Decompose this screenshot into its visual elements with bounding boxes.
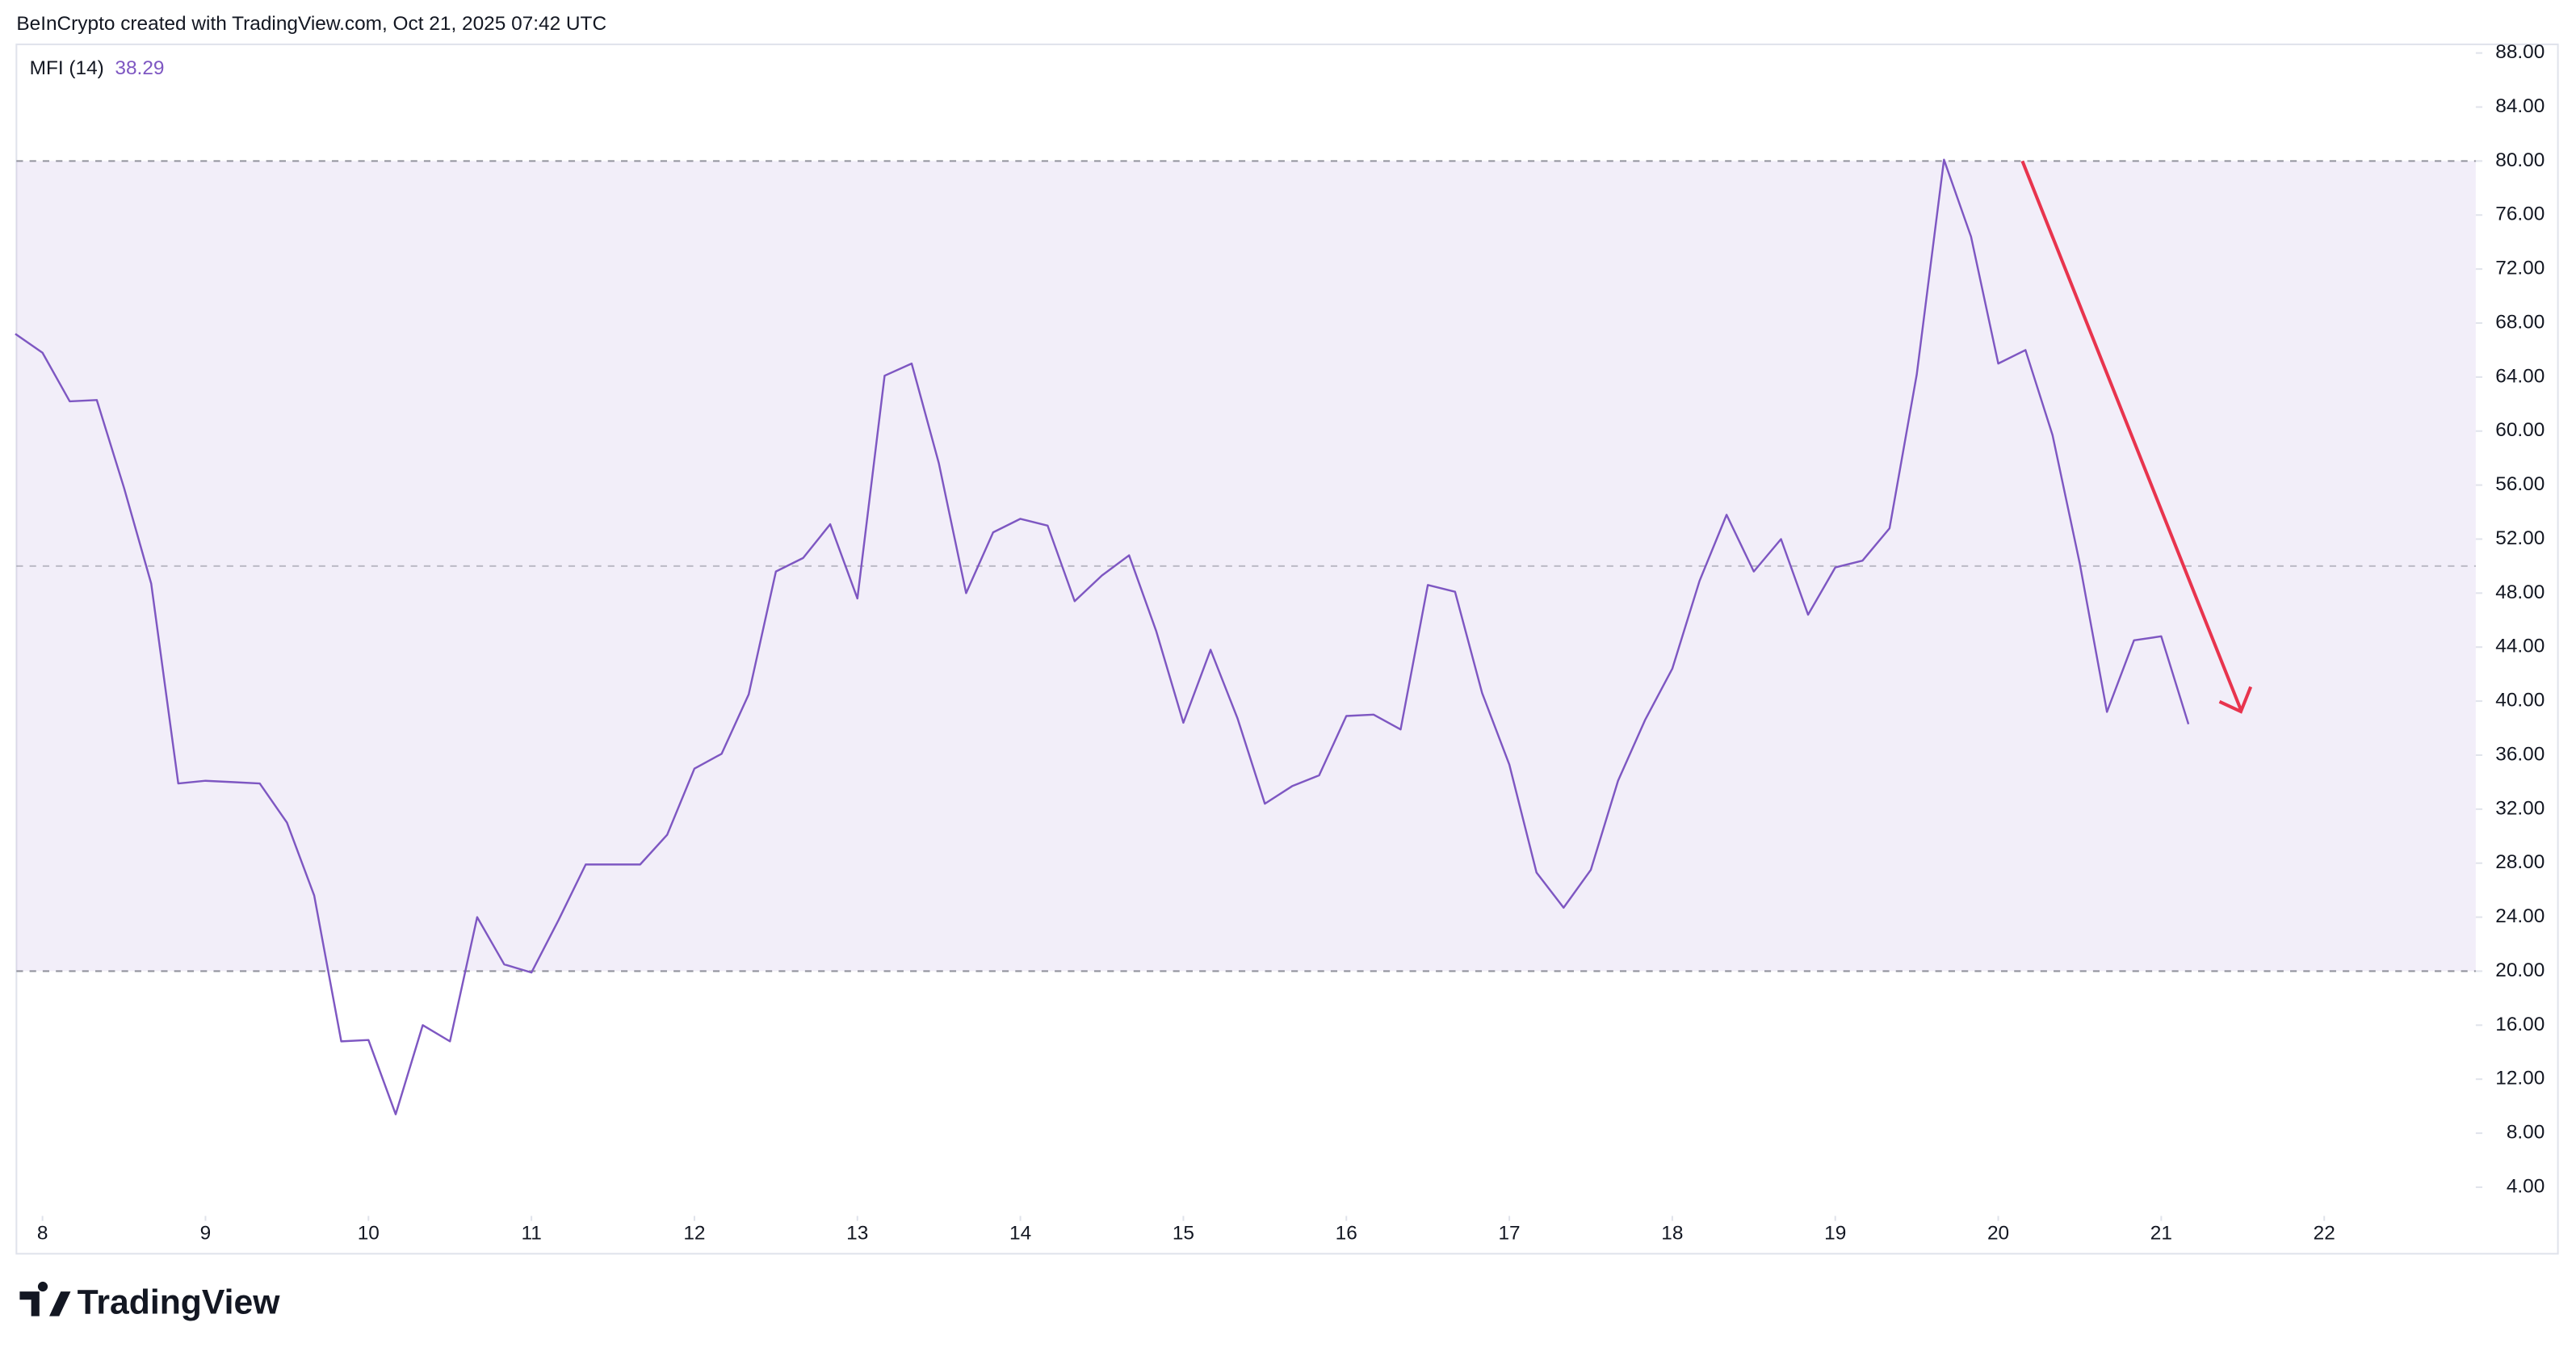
- arrow-head: [2218, 686, 2253, 714]
- arrow-shaft: [2020, 160, 2242, 711]
- y-tick-label: 48.00: [2495, 582, 2545, 603]
- annotation-arrow: [2020, 160, 2253, 714]
- x-tick-label: 17: [1498, 1222, 1520, 1244]
- y-tick-label: 80.00: [2495, 149, 2545, 171]
- x-tick-label: 10: [358, 1222, 380, 1244]
- y-tick-label: 88.00: [2495, 41, 2545, 63]
- band-fill: [16, 161, 2476, 972]
- header-credit: BeInCrypto created with TradingView.com,…: [16, 13, 606, 35]
- y-tick-label: 16.00: [2495, 1014, 2545, 1035]
- y-tick-label: 36.00: [2495, 743, 2545, 765]
- x-tick-label: 9: [200, 1222, 212, 1244]
- y-tick-label: 72.00: [2495, 258, 2545, 279]
- y-tick-label: 4.00: [2507, 1175, 2545, 1197]
- y-tick-label: 60.00: [2495, 419, 2545, 441]
- x-tick-label: 21: [2150, 1222, 2172, 1244]
- plot-area: 4.00 8.00 12.00 16.00 20.00 24.00 28.00 32.00 36…: [15, 41, 2545, 1244]
- x-tick-label: 11: [521, 1222, 541, 1244]
- x-tick-label: 20: [1987, 1222, 2009, 1244]
- indicator-value: 38.29: [115, 57, 164, 79]
- x-tick-label: 15: [1173, 1222, 1194, 1244]
- x-tick-label: 12: [683, 1222, 705, 1244]
- x-tick-label: 22: [2314, 1222, 2335, 1244]
- y-tick-label: 12.00: [2495, 1068, 2545, 1090]
- y-tick-label: 40.00: [2495, 690, 2545, 712]
- x-tick-label: 13: [846, 1222, 868, 1244]
- x-tick-label: 18: [1661, 1222, 1683, 1244]
- y-tick-label: 52.00: [2495, 527, 2545, 549]
- mfi-line: [15, 158, 2190, 1115]
- logo: TradingView: [19, 1281, 281, 1322]
- y-tick-label: 68.00: [2495, 311, 2545, 333]
- indicator-name: MFI (14): [30, 57, 104, 79]
- pane-border: [15, 43, 2559, 1255]
- y-tick-label: 28.00: [2495, 851, 2545, 873]
- y-tick-label: 44.00: [2495, 636, 2545, 657]
- x-tick-label: 16: [1336, 1222, 1357, 1244]
- x-tick-label: 19: [1824, 1222, 1846, 1244]
- y-tick-label: 76.00: [2495, 204, 2545, 225]
- y-tick-label: 20.00: [2495, 959, 2545, 981]
- y-tick-label: 56.00: [2495, 473, 2545, 495]
- y-tick-label: 32.00: [2495, 797, 2545, 819]
- x-tick-label: 8: [37, 1222, 48, 1244]
- x-tick-label: 14: [1009, 1222, 1031, 1244]
- logo-icon: [19, 1281, 71, 1316]
- y-tick-label: 24.00: [2495, 905, 2545, 927]
- y-tick-label: 84.00: [2495, 95, 2545, 117]
- logo-text: TradingView: [78, 1283, 281, 1322]
- y-tick-label: 64.00: [2495, 365, 2545, 387]
- y-tick-label: 8.00: [2507, 1122, 2545, 1144]
